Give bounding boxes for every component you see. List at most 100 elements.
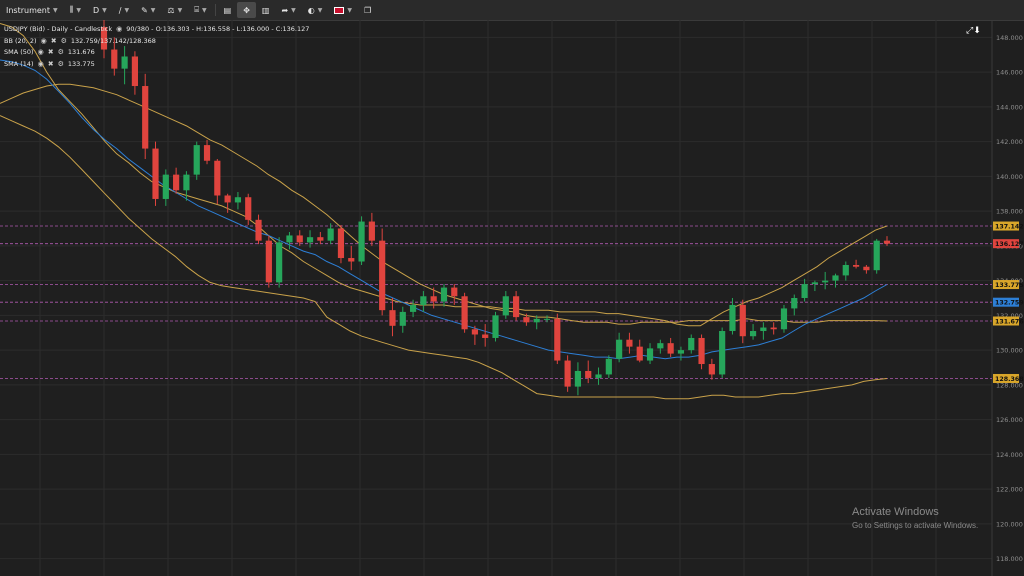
share-icon[interactable]: ➦ ▼ [281,5,296,15]
candle-body [317,237,324,241]
candle-body [492,315,499,338]
candle-body [698,337,705,365]
legend-title: USDJPY (Bid) - Daily - Candlestick [4,25,113,33]
chevron-down-icon: ▼ [317,6,323,14]
watermark-subtitle: Go to Settings to activate Windows. [852,521,979,530]
candle-body [183,174,190,191]
eye-icon[interactable]: ◉ [37,48,44,56]
candle-body [543,318,551,320]
chevron-down-icon: ▼ [150,6,156,14]
candle-body [863,266,870,271]
chevron-down-icon: ▼ [76,6,81,14]
candle-body [224,195,231,203]
layout-icon[interactable]: ▤ [223,5,232,15]
candle-body [585,370,592,378]
chevron-down-icon: ▼ [53,6,58,14]
candle-body [646,348,654,361]
close-icon[interactable]: ✖ [50,36,57,45]
candle-body [482,334,489,338]
chevron-down-icon: ▼ [202,6,207,14]
template-icon[interactable]: ⌸ ▼ [194,5,207,14]
divider [214,4,216,16]
price-label-box [993,221,1019,231]
candle-body [873,240,880,271]
expand-icon[interactable]: ⤢⬇ [966,26,981,36]
instrument-selector[interactable]: Instrument ▼ [0,0,64,20]
price-label-box [993,239,1019,249]
timeframe-selector[interactable]: D ▼ [87,0,113,20]
candle-body [595,374,602,378]
price-chart[interactable]: 148.000 146.000 144.000 142.000 140.000 138.0… [0,20,1024,576]
candle-body [296,235,303,243]
candle-body [616,339,623,359]
chevron-down-icon: ▼ [177,6,183,14]
crosshair-icon[interactable]: ✥ [237,2,256,18]
candle-body [399,311,406,326]
indicator-value: 131.676 [67,48,95,56]
candle-body [348,258,355,262]
line-tool-icon[interactable]: ∕ ▼ [118,5,130,15]
y-tick-label: 130.000 [996,347,1023,355]
candle-body [173,174,180,191]
draw-icon[interactable]: ✎ ▼ [141,5,156,15]
price-label-box [993,373,1019,383]
candle-body [853,264,860,267]
candle-body [100,26,108,50]
price-label-box [993,280,1019,290]
candles-icon[interactable]: ⫼ ▼ [69,5,81,14]
theme-icon[interactable]: ◐ ▼ [307,5,323,15]
candle-body [626,339,633,347]
close-icon[interactable]: ✖ [47,59,54,68]
indicators-icon[interactable]: ⚖ ▼ [167,5,183,15]
bars-icon[interactable]: ▥ [261,5,270,15]
y-tick-label: 128.000 [996,381,1023,389]
screenshot-icon[interactable]: ❐ [364,5,372,15]
candle-body [276,242,283,283]
candle-body [677,350,685,354]
y-tick-label: 142.000 [996,138,1023,146]
candle-body [471,329,478,335]
eye-icon[interactable]: ◉ [116,25,123,33]
y-tick-label: 122.000 [996,486,1023,494]
legend-ohlc: 90/380 - O:136.303 - H:136.558 - L:136.0… [126,25,310,33]
candle-body [811,282,818,285]
candle-body [708,364,715,375]
toolbar: Instrument ▼ ⫼ ▼ D ▼ ∕ ▼ ✎ ▼ ⚖ ▼ ⌸ ▼ ▤ ✥ ▥ ➦ ▼ ◐… [0,0,1024,21]
price-label-box [993,316,1019,326]
close-icon[interactable]: ✖ [47,48,54,56]
candle-body [760,327,767,332]
candle-body [801,284,808,298]
candle-body [883,240,891,244]
language-flag[interactable]: ▼ [328,0,358,20]
candle-body [368,221,375,241]
candle-body [822,280,829,283]
candle-body [749,331,757,337]
chevron-down-icon: ▼ [291,6,296,14]
y-tick-label: 132.000 [996,312,1023,320]
candle-body [337,228,345,259]
eye-icon[interactable]: ◉ [40,36,47,45]
candle-body [574,370,582,387]
y-tick-label: 144.000 [996,103,1023,111]
candle-body [564,360,571,387]
candle-body [440,287,448,302]
gear-icon[interactable]: ⚙ [57,59,64,68]
eye-icon[interactable]: ◉ [37,59,44,68]
price-label: 128.368 [995,376,1024,383]
candle-body [193,145,200,175]
gear-icon[interactable]: ⚙ [60,36,67,45]
gear-icon[interactable]: ⚙ [57,48,64,56]
indicator-line-sma-14 [0,59,888,360]
price-label: 131.676 [995,319,1024,326]
candle-body [719,331,726,375]
candle-body [533,318,540,323]
y-tick-label: 148.000 [996,34,1023,42]
candle-body [131,56,138,87]
indicator-name: SMA (50) [4,48,34,56]
candle-body [513,296,520,318]
candle-body [234,197,242,203]
candle-body [842,264,849,276]
y-tick-label: 120.000 [996,520,1023,528]
candle-body [327,228,334,241]
flag-icon [334,6,345,14]
